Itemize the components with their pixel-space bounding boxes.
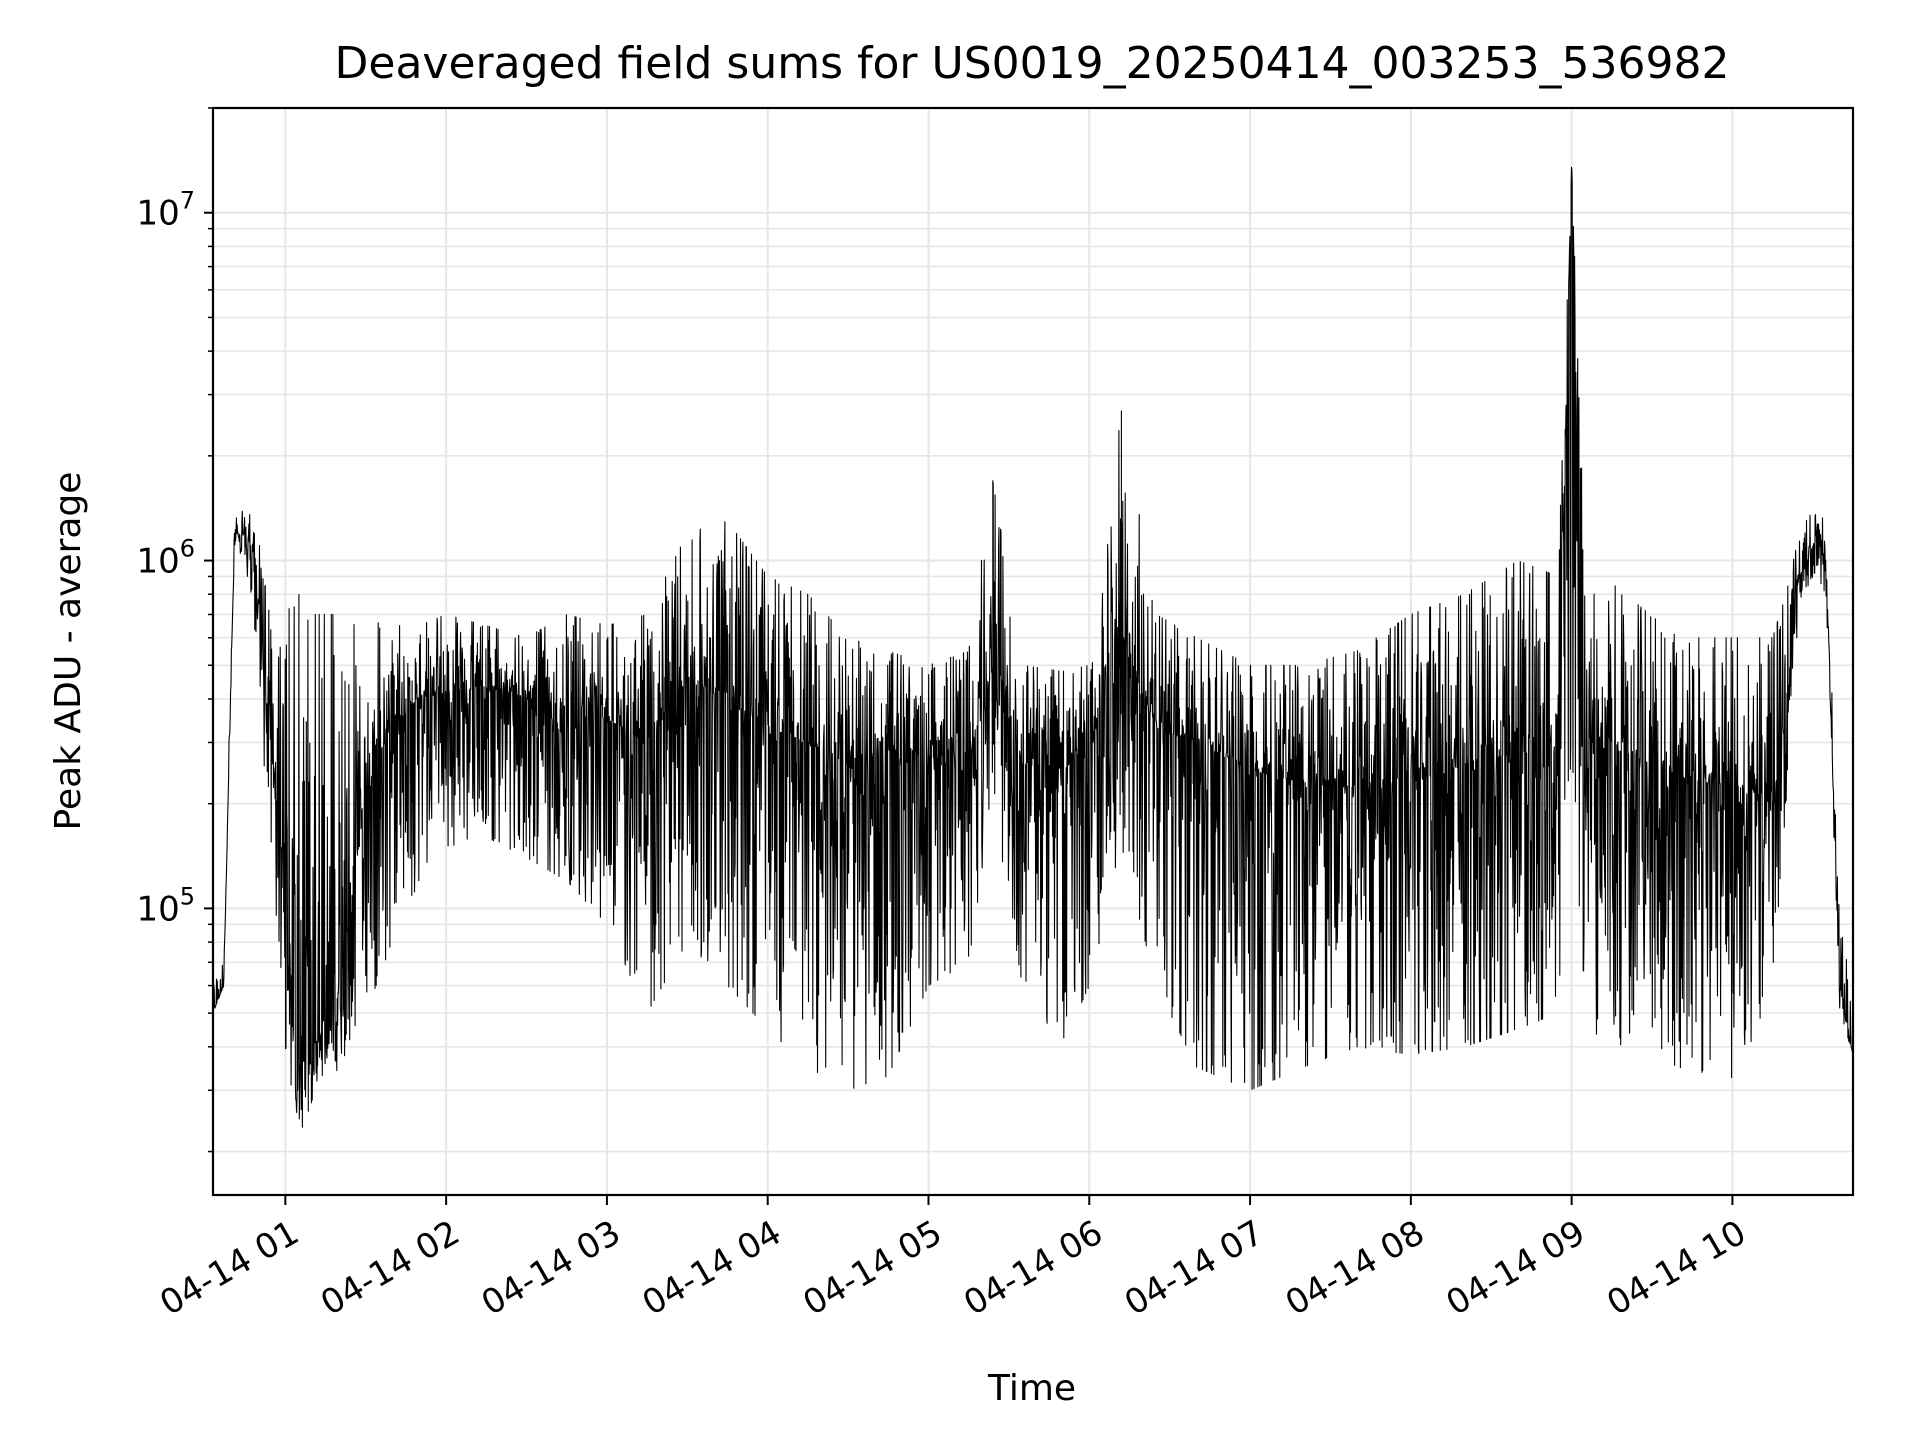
x-tick-label: 04-14 09 (1440, 1213, 1592, 1324)
plot-frame (211, 106, 1855, 1197)
y-axis-ticks: 105 106 107 (136, 107, 213, 1153)
x-tick-label: 04-14 01 (153, 1213, 305, 1324)
x-tick-label: 04-14 05 (796, 1213, 948, 1324)
series-layer (213, 166, 1853, 1128)
x-tick-label: 04-14 02 (314, 1213, 466, 1324)
x-tick-label: 04-14 10 (1600, 1213, 1752, 1324)
x-axis-ticks: 04-14 01 04-14 02 04-14 03 04-14 04 04-14 05… (153, 1195, 1753, 1324)
x-tick-label: 04-14 07 (1118, 1213, 1270, 1324)
x-axis-label: Time (987, 1368, 1076, 1409)
x-tick-label: 04-14 08 (1279, 1213, 1431, 1324)
x-tick-label: 04-14 03 (475, 1213, 627, 1324)
y-axis-label: Peak ADU - average (48, 472, 89, 831)
y-tick-label: 106 (136, 535, 195, 582)
x-tick-label: 04-14 04 (636, 1213, 788, 1324)
grid-lines (213, 107, 1853, 1195)
x-tick-label: 04-14 06 (957, 1213, 1109, 1324)
y-tick-label: 105 (136, 882, 195, 929)
series-line (213, 166, 1853, 1128)
chart-title: Deaveraged field sums for US0019_2025041… (335, 38, 1730, 89)
y-tick-label: 107 (136, 187, 195, 234)
